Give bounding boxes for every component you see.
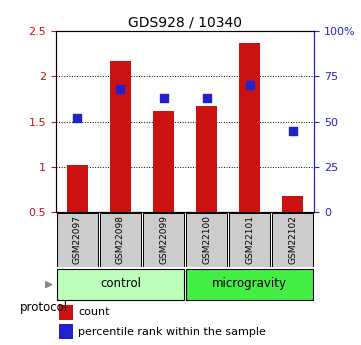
Bar <box>110 61 131 212</box>
FancyBboxPatch shape <box>143 213 184 267</box>
Title: GDS928 / 10340: GDS928 / 10340 <box>128 16 242 30</box>
Text: control: control <box>100 277 141 290</box>
Text: GSM22097: GSM22097 <box>73 215 82 264</box>
Point <box>118 86 123 92</box>
FancyBboxPatch shape <box>186 213 227 267</box>
Text: protocol: protocol <box>20 301 68 314</box>
Point <box>204 95 209 101</box>
Bar <box>58 305 73 320</box>
Bar <box>67 165 88 212</box>
Point <box>247 83 252 88</box>
Text: GSM22101: GSM22101 <box>245 215 254 264</box>
FancyBboxPatch shape <box>57 269 184 300</box>
Text: percentile rank within the sample: percentile rank within the sample <box>78 327 266 337</box>
Bar <box>153 111 174 212</box>
Point <box>161 95 166 101</box>
Point <box>290 128 295 134</box>
Text: GSM22102: GSM22102 <box>288 215 297 264</box>
Text: GSM22099: GSM22099 <box>159 215 168 264</box>
Bar <box>239 43 260 212</box>
Text: microgravity: microgravity <box>212 277 287 290</box>
Bar <box>196 106 217 212</box>
Text: count: count <box>78 307 109 317</box>
FancyBboxPatch shape <box>272 213 313 267</box>
Bar <box>282 196 303 212</box>
Text: GSM22100: GSM22100 <box>202 215 211 264</box>
FancyBboxPatch shape <box>186 269 313 300</box>
FancyBboxPatch shape <box>100 213 141 267</box>
FancyBboxPatch shape <box>229 213 270 267</box>
Point <box>75 115 81 121</box>
FancyBboxPatch shape <box>57 213 98 267</box>
Bar <box>58 324 73 339</box>
Text: GSM22098: GSM22098 <box>116 215 125 264</box>
